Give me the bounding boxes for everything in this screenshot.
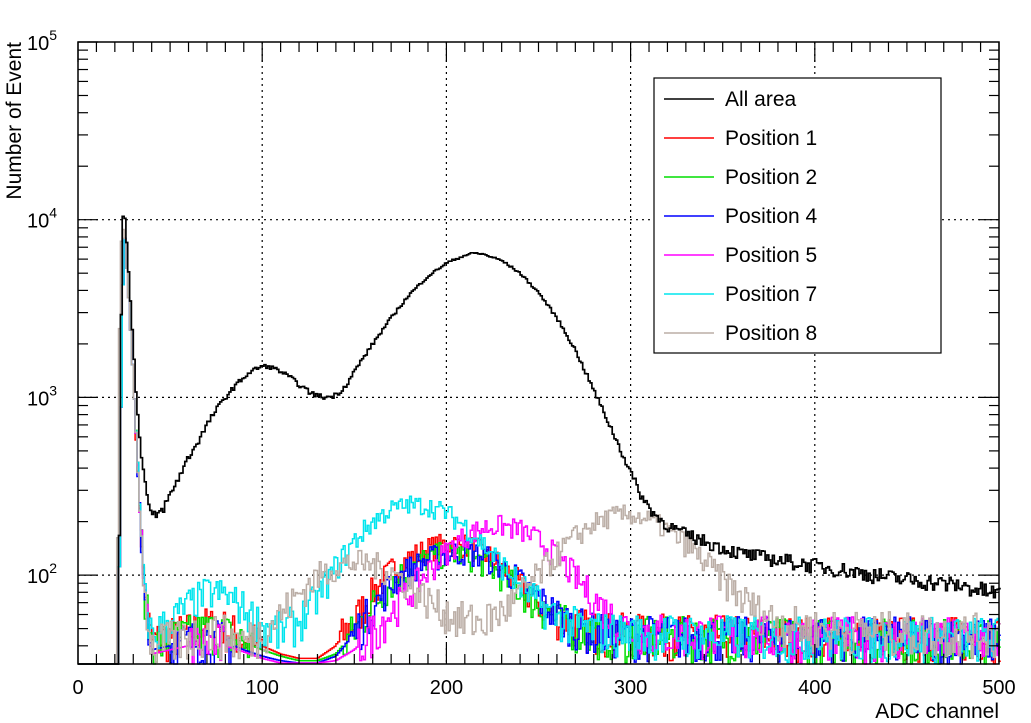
series-line-all-area bbox=[78, 215, 1001, 665]
y-tick-label: 102 bbox=[27, 560, 57, 588]
legend-label-position-7: Position 7 bbox=[725, 283, 817, 306]
y-tick-labels: 102 103 104 105 bbox=[27, 27, 57, 588]
legend: All area Position 1 Position 2 Position 4 Po… bbox=[653, 77, 942, 354]
legend-label-position-8: Position 8 bbox=[725, 322, 817, 345]
y-tick-label: 103 bbox=[27, 382, 57, 410]
x-tick-labels: 0 100 200 300 400 500 bbox=[72, 677, 1015, 699]
legend-label-position-5: Position 5 bbox=[725, 244, 817, 267]
series-lines bbox=[78, 215, 1001, 665]
series-line-position-7 bbox=[78, 237, 1001, 665]
x-tick-label: 300 bbox=[614, 677, 647, 699]
x-tick-label: 400 bbox=[798, 677, 831, 699]
legend-label-position-2: Position 2 bbox=[725, 166, 817, 189]
x-axis-title: ADC channel bbox=[875, 700, 999, 723]
x-tick-label: 500 bbox=[982, 677, 1015, 699]
y-tick-label: 104 bbox=[27, 205, 57, 233]
series-line-position-8 bbox=[78, 228, 1001, 665]
legend-label-all-area: All area bbox=[725, 88, 797, 111]
x-tick-label: 200 bbox=[430, 677, 463, 699]
legend-label-position-1: Position 1 bbox=[725, 127, 817, 150]
x-tick-label: 100 bbox=[246, 677, 279, 699]
axis-ticks bbox=[77, 41, 1000, 664]
plot-frame bbox=[77, 41, 1000, 665]
legend-label-position-4: Position 4 bbox=[725, 205, 818, 228]
y-axis-title: Number of Event bbox=[3, 42, 26, 200]
x-tick-label: 0 bbox=[72, 677, 83, 699]
y-tick-label: 105 bbox=[27, 27, 57, 55]
